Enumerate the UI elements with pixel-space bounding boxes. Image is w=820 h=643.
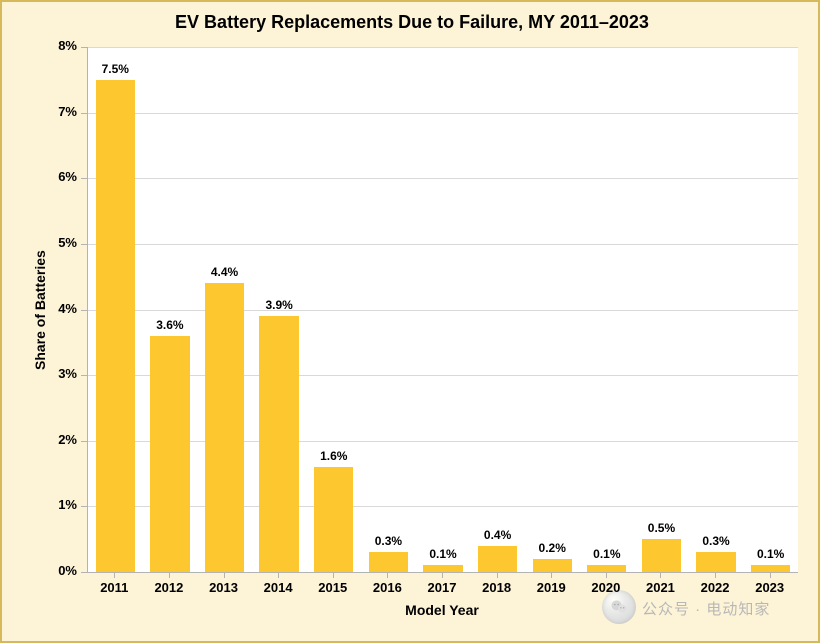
bar-value-label: 0.3% bbox=[366, 534, 410, 548]
y-tick-mark bbox=[81, 375, 87, 376]
watermark-name: 电动知家 bbox=[706, 601, 770, 618]
x-tick-label: 2017 bbox=[417, 580, 467, 595]
watermark-logo bbox=[602, 590, 636, 624]
x-tick-mark bbox=[660, 572, 661, 578]
y-tick-label: 5% bbox=[42, 235, 77, 250]
bar-value-label: 0.2% bbox=[530, 541, 574, 555]
bar-value-label: 1.6% bbox=[312, 449, 356, 463]
y-tick-label: 3% bbox=[42, 366, 77, 381]
x-tick-label: 2016 bbox=[362, 580, 412, 595]
x-tick-mark bbox=[442, 572, 443, 578]
bar-value-label: 0.1% bbox=[421, 547, 465, 561]
bar-value-label: 0.5% bbox=[639, 521, 683, 535]
y-tick-mark bbox=[81, 441, 87, 442]
y-tick-mark bbox=[81, 310, 87, 311]
gridline bbox=[88, 375, 798, 376]
y-tick-label: 8% bbox=[42, 38, 77, 53]
y-tick-label: 1% bbox=[42, 497, 77, 512]
x-tick-mark bbox=[224, 572, 225, 578]
gridline bbox=[88, 47, 798, 48]
bar-value-label: 0.1% bbox=[749, 547, 793, 561]
bar-value-label: 7.5% bbox=[93, 62, 137, 76]
x-tick-mark bbox=[715, 572, 716, 578]
bar bbox=[259, 316, 298, 572]
bar-value-label: 0.3% bbox=[694, 534, 738, 548]
x-tick-mark bbox=[770, 572, 771, 578]
y-tick-label: 7% bbox=[42, 104, 77, 119]
bar bbox=[369, 552, 408, 572]
watermark-prefix: 公众号 · bbox=[642, 601, 706, 618]
x-tick-label: 2020 bbox=[581, 580, 631, 595]
x-tick-label: 2012 bbox=[144, 580, 194, 595]
y-tick-label: 6% bbox=[42, 169, 77, 184]
y-tick-label: 4% bbox=[42, 301, 77, 316]
y-tick-mark bbox=[81, 506, 87, 507]
y-tick-mark bbox=[81, 113, 87, 114]
gridline bbox=[88, 441, 798, 442]
x-tick-label: 2019 bbox=[526, 580, 576, 595]
gridline bbox=[88, 244, 798, 245]
wechat-icon bbox=[609, 597, 629, 617]
bar-value-label: 0.4% bbox=[476, 528, 520, 542]
x-tick-label: 2015 bbox=[308, 580, 358, 595]
bar bbox=[96, 80, 135, 572]
x-tick-mark bbox=[333, 572, 334, 578]
y-tick-mark bbox=[81, 572, 87, 573]
chart-title: EV Battery Replacements Due to Failure, … bbox=[2, 12, 820, 33]
watermark-text: 公众号 · 电动知家 bbox=[642, 598, 770, 619]
bar bbox=[533, 559, 572, 572]
bar bbox=[150, 336, 189, 572]
gridline bbox=[88, 310, 798, 311]
x-tick-mark bbox=[169, 572, 170, 578]
bar bbox=[314, 467, 353, 572]
bar-value-label: 0.1% bbox=[585, 547, 629, 561]
bar bbox=[696, 552, 735, 572]
x-tick-label: 2011 bbox=[89, 580, 139, 595]
y-tick-mark bbox=[81, 47, 87, 48]
x-tick-label: 2013 bbox=[199, 580, 249, 595]
bar bbox=[642, 539, 681, 572]
bar-value-label: 3.9% bbox=[257, 298, 301, 312]
x-tick-label: 2023 bbox=[745, 580, 795, 595]
chart-frame: EV Battery Replacements Due to Failure, … bbox=[0, 0, 820, 643]
gridline bbox=[88, 178, 798, 179]
y-tick-label: 2% bbox=[42, 432, 77, 447]
bar bbox=[205, 283, 244, 572]
bar bbox=[478, 546, 517, 572]
bar-value-label: 4.4% bbox=[203, 265, 247, 279]
y-tick-mark bbox=[81, 244, 87, 245]
x-tick-mark bbox=[606, 572, 607, 578]
x-tick-label: 2021 bbox=[635, 580, 685, 595]
gridline bbox=[88, 113, 798, 114]
x-tick-mark bbox=[551, 572, 552, 578]
x-tick-label: 2014 bbox=[253, 580, 303, 595]
y-tick-mark bbox=[81, 178, 87, 179]
x-tick-mark bbox=[278, 572, 279, 578]
x-tick-mark bbox=[387, 572, 388, 578]
x-tick-label: 2022 bbox=[690, 580, 740, 595]
bar-value-label: 3.6% bbox=[148, 318, 192, 332]
gridline bbox=[88, 506, 798, 507]
x-tick-mark bbox=[497, 572, 498, 578]
y-tick-label: 0% bbox=[42, 563, 77, 578]
x-tick-mark bbox=[114, 572, 115, 578]
x-tick-label: 2018 bbox=[472, 580, 522, 595]
plot-area: 7.5% 3.6% 4.4% 3.9% 1.6% 0.3% 0.1% 0.4% 0.2% 0.1%… bbox=[87, 47, 798, 573]
